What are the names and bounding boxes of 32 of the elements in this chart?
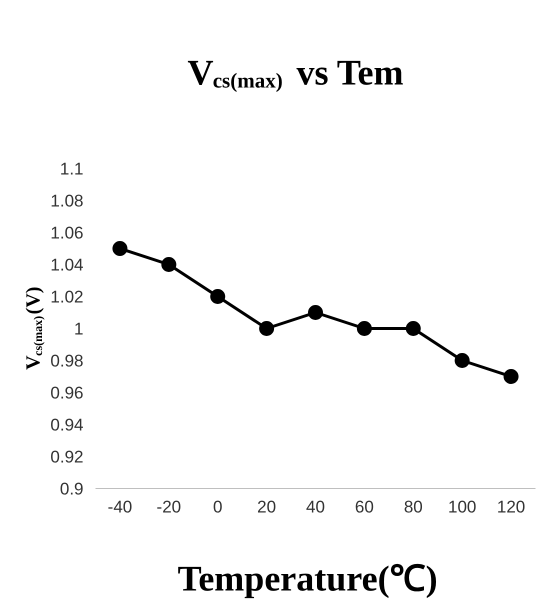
x-tick-label: -40 xyxy=(108,498,132,516)
y-tick-label: 0.94 xyxy=(50,416,84,434)
y-tick-label: 1.04 xyxy=(50,256,84,274)
y-tick-label: 1 xyxy=(74,320,84,338)
x-tick-label: 100 xyxy=(448,498,476,516)
y-tick-label: 1.06 xyxy=(50,224,84,242)
y-tick-label: 0.9 xyxy=(60,480,84,498)
x-tick-label: -20 xyxy=(156,498,182,516)
y-tick-label: 1.02 xyxy=(50,288,84,306)
y-tick-label: 0.98 xyxy=(50,352,84,370)
y-tick-label: 1.1 xyxy=(60,160,84,178)
x-tick-label: 0 xyxy=(212,498,222,516)
y-axis-title: Vcs(max)(V) xyxy=(22,286,45,370)
x-tick-label: 120 xyxy=(496,498,526,516)
point xyxy=(406,321,421,336)
y-tick-label: 1.08 xyxy=(50,192,84,210)
x-tick-label: 80 xyxy=(404,498,423,516)
x-tick-label: 40 xyxy=(306,498,325,516)
point xyxy=(454,353,470,368)
point xyxy=(259,321,274,336)
x-tick-label: 20 xyxy=(257,498,276,516)
point xyxy=(112,241,128,256)
x-axis-title: Temperature(℃) xyxy=(178,558,438,598)
point xyxy=(210,289,226,304)
x-tick-label: 60 xyxy=(354,498,374,516)
point xyxy=(308,305,323,320)
y-tick-label: 0.96 xyxy=(50,384,84,402)
chart-title: Vcs(max) vs Tem xyxy=(188,52,404,92)
point xyxy=(504,369,519,384)
point xyxy=(356,321,372,336)
point xyxy=(161,257,176,272)
y-tick-label: 0.92 xyxy=(50,448,84,466)
